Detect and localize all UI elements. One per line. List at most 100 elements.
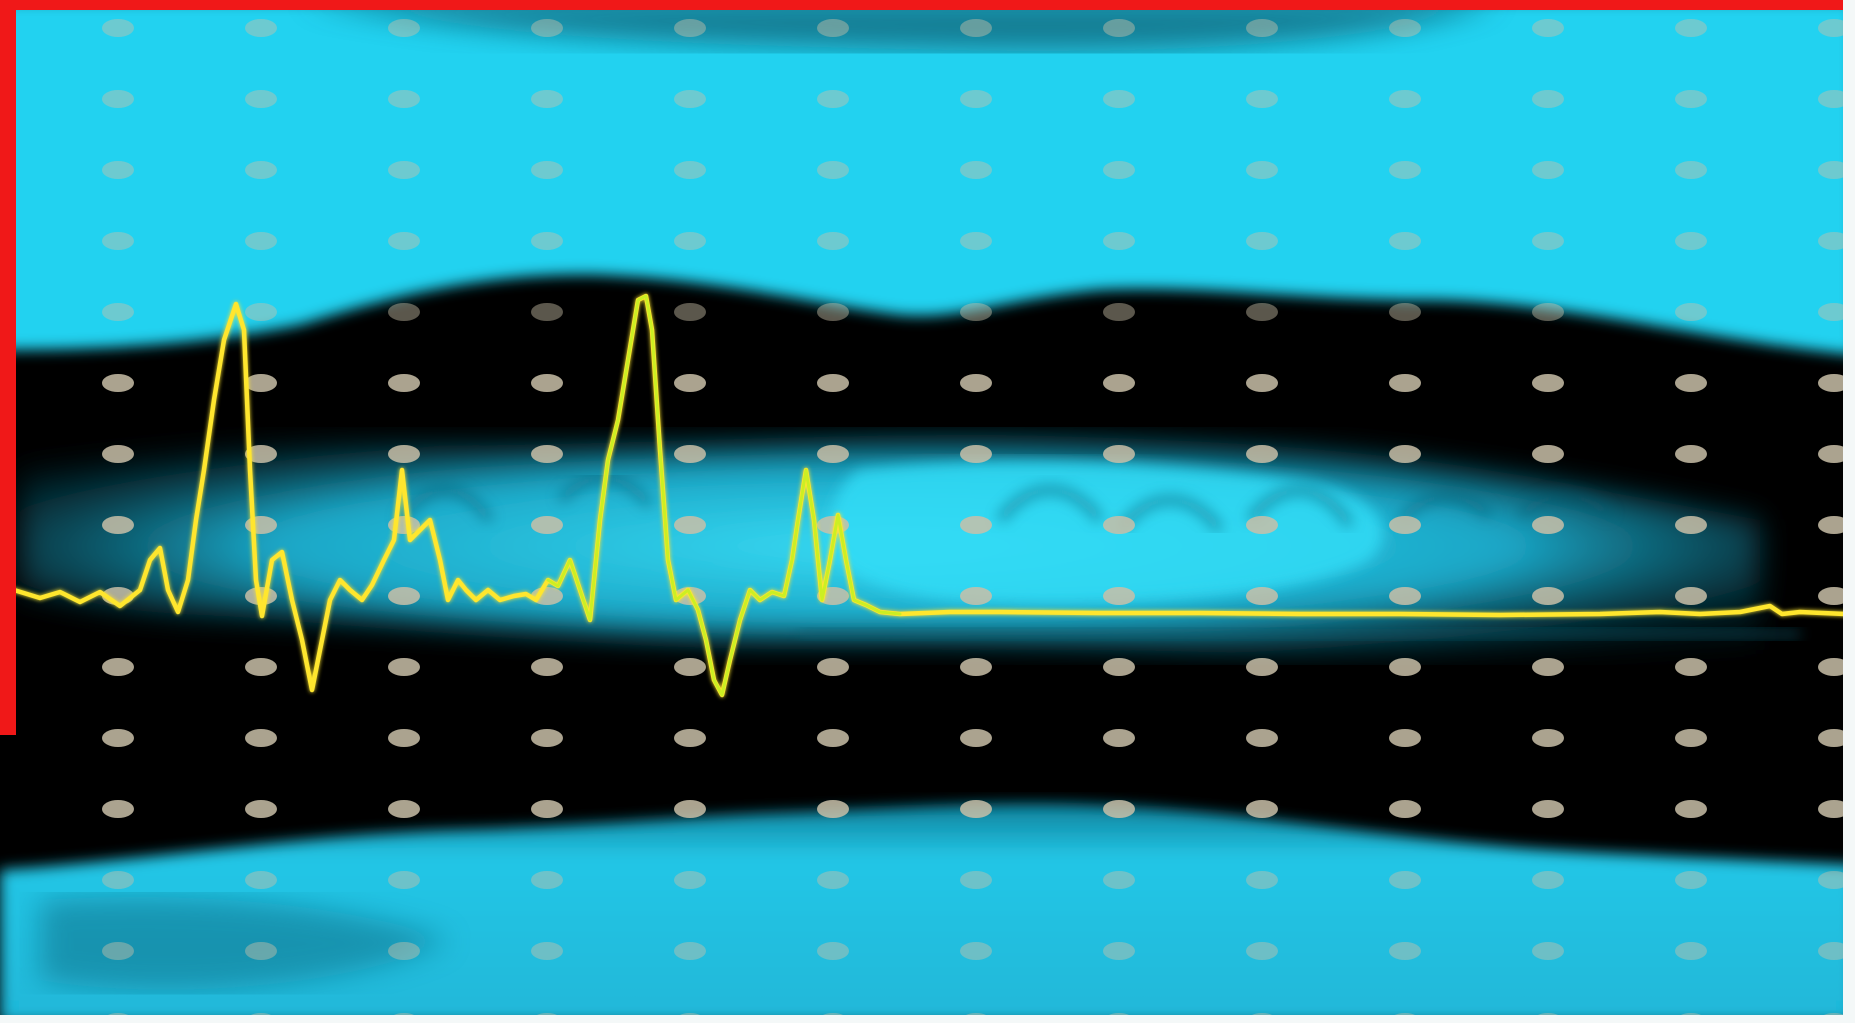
grid-dot <box>388 90 420 108</box>
bottom-tissue-band <box>0 803 1855 1023</box>
grid-dot <box>1532 232 1564 250</box>
grid-dot <box>388 658 420 676</box>
grid-dot <box>531 374 563 392</box>
grid-dot <box>960 374 992 392</box>
grid-dot <box>1532 161 1564 179</box>
grid-dot <box>1389 800 1421 818</box>
grid-dot <box>1675 942 1707 960</box>
grid-dot <box>960 658 992 676</box>
frame-border-left <box>0 0 16 735</box>
grid-dot <box>1818 303 1850 321</box>
grid-dot <box>1103 871 1135 889</box>
grid-dot <box>102 303 134 321</box>
middle-tissue-texture <box>396 473 1613 533</box>
grid-dot <box>1389 232 1421 250</box>
grid-dot <box>1103 374 1135 392</box>
grid-dot <box>1246 729 1278 747</box>
grid-dot <box>817 445 849 463</box>
grid-dot <box>1246 90 1278 108</box>
grid-dot <box>531 658 563 676</box>
grid-dot <box>674 871 706 889</box>
grid-dot <box>674 800 706 818</box>
grid-dot <box>1246 19 1278 37</box>
grid-dot <box>1389 445 1421 463</box>
grid-dot <box>817 232 849 250</box>
grid-dot <box>1532 800 1564 818</box>
grid-dot <box>1818 871 1850 889</box>
grid-dot <box>960 871 992 889</box>
grid-dot <box>1103 942 1135 960</box>
grid-dot <box>1103 800 1135 818</box>
grid-dot <box>245 374 277 392</box>
grid-dot <box>1389 658 1421 676</box>
grid-dot <box>1103 90 1135 108</box>
grid-dot <box>102 800 134 818</box>
grid-dot <box>1389 871 1421 889</box>
grid-dot <box>960 445 992 463</box>
grid-dot <box>388 161 420 179</box>
grid-dot <box>1818 587 1850 605</box>
grid-dot <box>245 587 277 605</box>
grid-dot <box>1532 658 1564 676</box>
grid-dot <box>674 303 706 321</box>
grid-dot <box>1532 516 1564 534</box>
grid-dot <box>102 161 134 179</box>
grid-dot <box>245 871 277 889</box>
grid-dot <box>1103 516 1135 534</box>
grid-dot <box>960 232 992 250</box>
grid-dot <box>960 19 992 37</box>
grid-dot <box>817 303 849 321</box>
grid-dot <box>1532 729 1564 747</box>
grid-dot <box>817 729 849 747</box>
grid-dot <box>1532 445 1564 463</box>
grid-dot <box>674 374 706 392</box>
grid-dot <box>388 871 420 889</box>
grid-dot <box>1675 516 1707 534</box>
grid-dot <box>245 19 277 37</box>
grid-dot <box>1389 942 1421 960</box>
grid-dot <box>1675 161 1707 179</box>
grid-dot <box>817 90 849 108</box>
grid-dot <box>102 658 134 676</box>
grid-dot <box>1389 729 1421 747</box>
grid-dot <box>960 729 992 747</box>
grid-dot <box>1103 303 1135 321</box>
top-tissue-band <box>0 0 1855 355</box>
grid-dot <box>1675 658 1707 676</box>
grid-dot <box>1103 587 1135 605</box>
grid-dot <box>1246 516 1278 534</box>
grid-dot <box>960 800 992 818</box>
grid-dot <box>960 90 992 108</box>
grid-dot <box>102 374 134 392</box>
grid-dot <box>1103 232 1135 250</box>
grid-dot <box>1532 90 1564 108</box>
grid-dot <box>1246 658 1278 676</box>
grid-dot <box>245 161 277 179</box>
grid-dot <box>1103 658 1135 676</box>
grid-dot <box>1103 445 1135 463</box>
grid-dot <box>388 303 420 321</box>
grid-dot <box>388 800 420 818</box>
grid-dot <box>1389 303 1421 321</box>
grid-dot <box>1818 800 1850 818</box>
grid-dot <box>817 871 849 889</box>
grid-dot <box>102 871 134 889</box>
grid-dot <box>674 445 706 463</box>
grid-dot <box>245 729 277 747</box>
grid-dot <box>960 161 992 179</box>
grid-dot <box>531 90 563 108</box>
bottom-tissue-dark-patch <box>40 896 450 990</box>
grid-dot <box>245 658 277 676</box>
grid-dot <box>1532 942 1564 960</box>
grid-dot <box>388 19 420 37</box>
grid-dot <box>531 800 563 818</box>
grid-dot <box>1246 445 1278 463</box>
grid-dot <box>1818 161 1850 179</box>
grid-dot <box>1818 90 1850 108</box>
grid-dot <box>1246 232 1278 250</box>
ecg-trace-green-overlap <box>546 294 902 697</box>
grid-dot <box>1818 516 1850 534</box>
grid-dot <box>1818 19 1850 37</box>
grid-dot <box>1103 161 1135 179</box>
grid-dot <box>102 90 134 108</box>
